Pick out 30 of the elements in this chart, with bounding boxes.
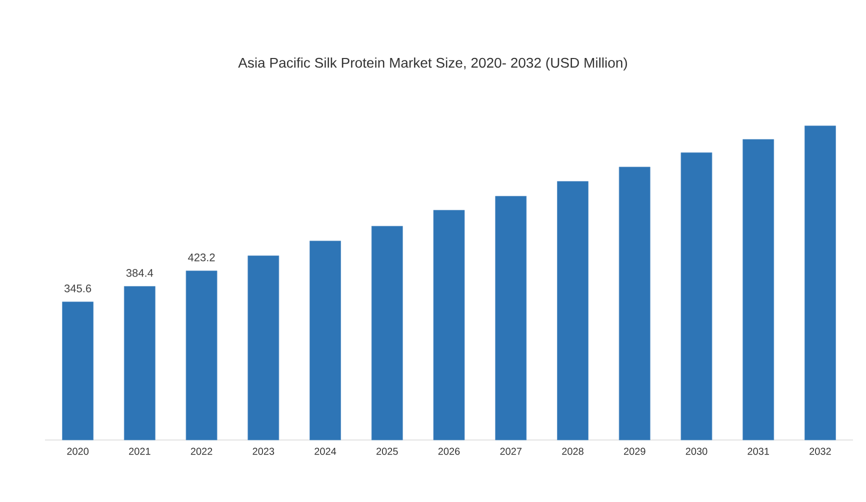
- bar: [495, 196, 527, 440]
- x-tick-label: 2025: [376, 448, 398, 455]
- chart-title: Asia Pacific Silk Protein Market Size, 2020- 2032 (USD Million): [238, 57, 627, 71]
- x-tick-label: 2024: [314, 448, 336, 455]
- bar: [371, 226, 403, 440]
- x-tick-label: 2020: [67, 448, 89, 455]
- bar: [433, 210, 465, 440]
- x-tick-label: 2032: [810, 448, 831, 455]
- x-tick-label: 2023: [252, 448, 274, 455]
- x-tick-label: 2028: [562, 448, 584, 455]
- data-label: 423.2: [188, 254, 215, 262]
- bar: [618, 166, 650, 440]
- x-tick-label: 2029: [624, 448, 646, 455]
- x-tick-label: 2021: [129, 448, 150, 455]
- bar: [742, 139, 774, 440]
- x-tick-label: 2030: [686, 448, 708, 455]
- bar: [186, 270, 218, 440]
- data-label: 384.4: [126, 269, 154, 277]
- bar: [804, 126, 836, 440]
- bar: [62, 302, 94, 440]
- bar: [248, 256, 280, 440]
- x-tick-label: 2026: [438, 448, 460, 455]
- bar: [680, 152, 712, 440]
- data-label: 345.6: [64, 284, 92, 292]
- bar: [310, 240, 341, 440]
- x-tick-label: 2031: [748, 448, 769, 455]
- bar: [557, 181, 588, 440]
- x-tick-label: 2022: [190, 448, 212, 455]
- x-tick-label: 2027: [500, 448, 522, 455]
- bar: [124, 286, 156, 440]
